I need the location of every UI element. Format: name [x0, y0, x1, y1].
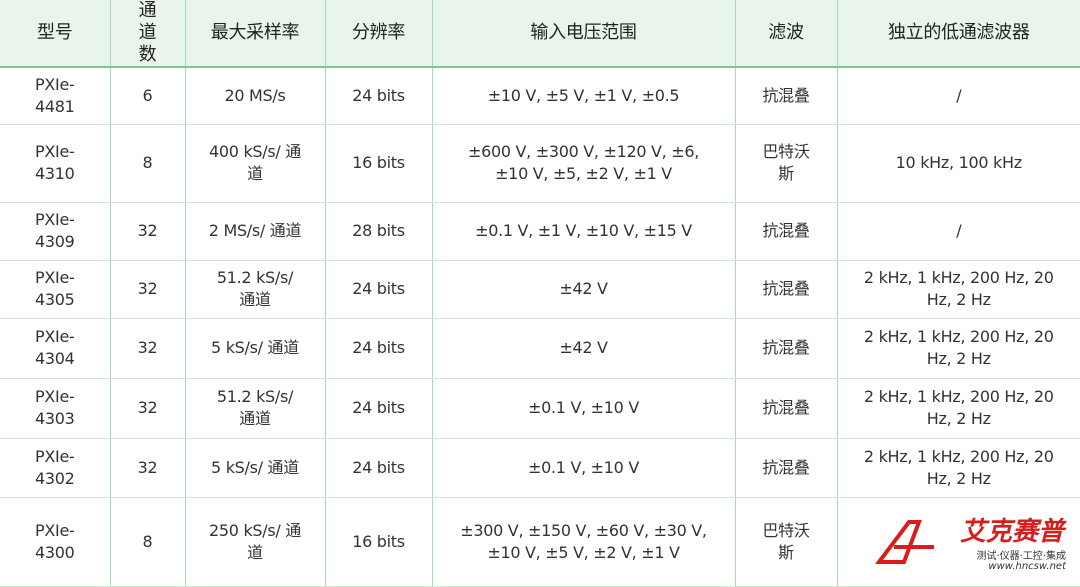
table-cell: PXIe-4303 [0, 378, 111, 439]
watermark: 艾克赛普 测试·仪器·工控·集成 www.hncsw.net [874, 507, 1074, 577]
table-cell: ±300 V, ±150 V, ±60 V, ±30 V, ±10 V, ±5 … [431, 497, 736, 587]
table-cell: 巴特沃斯 [734, 497, 838, 587]
table-row: PXIe-4309 32 2 MS/s/ 通道 28 bits ±0.1 V, ±1 V… [0, 202, 1080, 261]
watermark-url: www.hncsw.net [988, 561, 1066, 572]
table-cell: 5 kS/s/ 通道 [184, 318, 326, 379]
table-row: PXIe-4303 32 51.2 kS/s/ 通道 24 bits ±0.1 V, ±… [0, 378, 1080, 439]
table-cell: 32 [109, 378, 186, 439]
header-cell: 型号 [0, 0, 111, 68]
table-cell: 24 bits [324, 378, 433, 439]
table-cell: ±0.1 V, ±10 V [431, 438, 736, 498]
table-body: PXIe-4481 6 20 MS/s 24 bits ±10 V, ±5 V, ±1 … [0, 67, 1080, 587]
table-cell: 2 MS/s/ 通道 [184, 202, 326, 261]
table-cell: 24 bits [324, 438, 433, 498]
table-cell: 16 bits [324, 497, 433, 587]
header-cell: 分辨率 [324, 0, 433, 68]
table-row: PXIe-4305 32 51.2 kS/s/ 通道 24 bits ±42 V 抗混叠 2… [0, 260, 1080, 319]
header-cell: 输入电压范围 [431, 0, 736, 68]
table-cell: 10 kHz, 100 kHz [836, 124, 1080, 203]
table-cell: ±42 V [431, 260, 736, 319]
table-cell: ±600 V, ±300 V, ±120 V, ±6, ±10 V, ±5, ±… [431, 124, 736, 203]
table-header: 型号 通道数 最大采样率 分辨率 输入电压范围 滤波 独立的低通滤波器 [0, 0, 1080, 68]
table-cell: 6 [109, 67, 186, 125]
table-cell: PXIe-4310 [0, 124, 111, 203]
table-cell: 51.2 kS/s/ 通道 [184, 260, 326, 319]
table-cell: 8 [109, 497, 186, 587]
table-cell: 抗混叠 [734, 438, 838, 498]
table-cell: 28 bits [324, 202, 433, 261]
table-cell: ±10 V, ±5 V, ±1 V, ±0.5 [431, 67, 736, 125]
header-cell: 最大采样率 [184, 0, 326, 68]
table-row: PXIe-4481 6 20 MS/s 24 bits ±10 V, ±5 V, ±1 … [0, 67, 1080, 125]
table-cell: 抗混叠 [734, 318, 838, 379]
table-cell: ±0.1 V, ±10 V [431, 378, 736, 439]
table-cell: 24 bits [324, 318, 433, 379]
table-cell: PXIe-4309 [0, 202, 111, 261]
table-cell: 2 kHz, 1 kHz, 200 Hz, 20 Hz, 2 Hz [836, 318, 1080, 379]
table-cell: PXIe-4304 [0, 318, 111, 379]
table-cell: 32 [109, 318, 186, 379]
table-cell: 24 bits [324, 67, 433, 125]
table-cell: PXIe-4481 [0, 67, 111, 125]
table-cell: ±0.1 V, ±1 V, ±10 V, ±15 V [431, 202, 736, 261]
watermark-logo: 艾克赛普 [959, 517, 1064, 547]
table-cell: 250 kS/s/ 通道 [184, 497, 326, 587]
table-cell: 巴特沃斯 [734, 124, 838, 203]
table-row: PXIe-4304 32 5 kS/s/ 通道 24 bits ±42 V 抗混叠 2 kH… [0, 318, 1080, 379]
table-cell: 51.2 kS/s/ 通道 [184, 378, 326, 439]
table-cell: 2 kHz, 1 kHz, 200 Hz, 20 Hz, 2 Hz [836, 438, 1080, 498]
table-cell: 5 kS/s/ 通道 [184, 438, 326, 498]
table-row: PXIe-4302 32 5 kS/s/ 通道 24 bits ±0.1 V, ±10 … [0, 438, 1080, 498]
table-cell: 抗混叠 [734, 378, 838, 439]
header-cell: 独立的低通滤波器 [836, 0, 1080, 68]
header-cell: 滤波 [734, 0, 838, 68]
table-cell: / [836, 202, 1080, 261]
table-cell: PXIe-4305 [0, 260, 111, 319]
table-cell: / [836, 67, 1080, 125]
table-cell: PXIe-4302 [0, 438, 111, 498]
table-cell: 8 [109, 124, 186, 203]
table-row: PXIe-4310 8 400 kS/s/ 通道 16 bits ±600 V, ±30… [0, 124, 1080, 203]
table-cell: 20 MS/s [184, 67, 326, 125]
table-cell: 2 kHz, 1 kHz, 200 Hz, 20 Hz, 2 Hz [836, 378, 1080, 439]
table-row: PXIe-4300 8 250 kS/s/ 通道 16 bits ±300 V, ±15… [0, 497, 1080, 587]
table-cell: 32 [109, 260, 186, 319]
table-cell: 16 bits [324, 124, 433, 203]
table-cell: 抗混叠 [734, 67, 838, 125]
table-cell: PXIe-4300 [0, 497, 111, 587]
watermark-icon [875, 520, 934, 564]
header-cell: 通道数 [109, 0, 186, 68]
table-cell: 32 [109, 202, 186, 261]
table-cell: 24 bits [324, 260, 433, 319]
table-cell: ±42 V [431, 318, 736, 379]
watermark-slogan: 测试·仪器·工控·集成 [976, 551, 1066, 562]
table-cell: 32 [109, 438, 186, 498]
table-cell: 抗混叠 [734, 260, 838, 319]
table-cell: 400 kS/s/ 通道 [184, 124, 326, 203]
table-cell: 2 kHz, 1 kHz, 200 Hz, 20 Hz, 2 Hz [836, 260, 1080, 319]
header-row: 型号 通道数 最大采样率 分辨率 输入电压范围 滤波 独立的低通滤波器 [0, 0, 1080, 68]
table-cell: 抗混叠 [734, 202, 838, 261]
